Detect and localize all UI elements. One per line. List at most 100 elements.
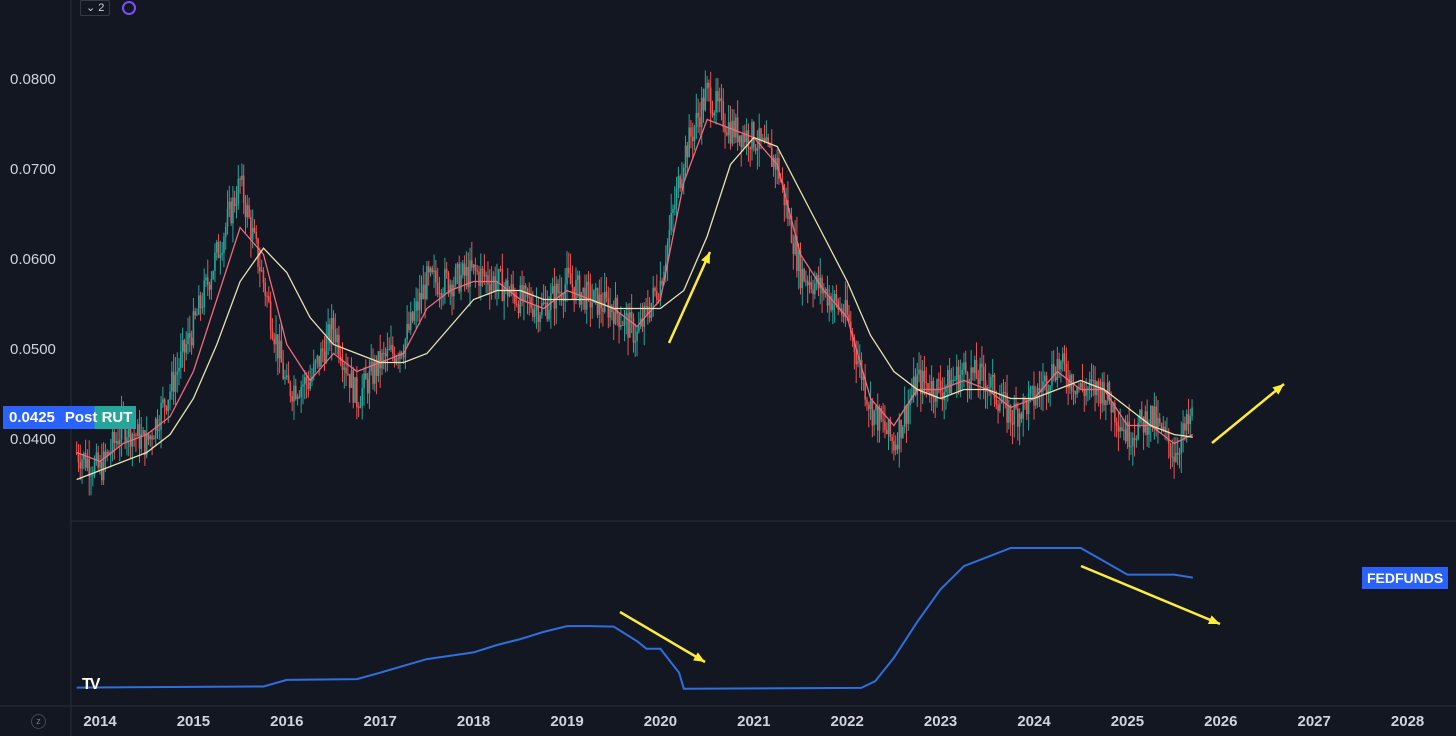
candle-body (664, 262, 667, 272)
candle-body (1128, 421, 1130, 448)
candle-body (492, 276, 495, 283)
candle-body (1038, 388, 1041, 391)
candle-body (1153, 406, 1156, 426)
candle-body (83, 453, 85, 460)
candle-body (237, 178, 240, 205)
candle-body (945, 386, 947, 392)
candle-body (1020, 413, 1023, 419)
candle-body (569, 273, 572, 284)
candle-body (1123, 429, 1125, 432)
candle-body (903, 405, 906, 428)
candle-body (453, 284, 455, 297)
candle-body (894, 444, 897, 451)
x-tick-label: 2020 (644, 713, 677, 730)
candle-body (246, 205, 249, 218)
candle-body (271, 330, 274, 339)
candle-body (832, 303, 834, 311)
candle-body (255, 231, 258, 239)
candle-body (955, 366, 958, 380)
candle-body (185, 344, 188, 353)
candle-body (871, 400, 874, 426)
price-label: 0.0425 Post RUT (3, 405, 137, 429)
candle-body (300, 386, 302, 397)
candle-body (406, 324, 408, 340)
collapse-button[interactable]: ⌄ 2 (80, 0, 111, 16)
candle-body (404, 339, 407, 358)
candle-body (241, 175, 243, 180)
candle-body (463, 263, 466, 276)
candle-body (462, 263, 464, 275)
candle-body (100, 461, 103, 481)
candle-body (699, 117, 701, 128)
candle-body (366, 379, 369, 394)
candle-body (208, 284, 211, 290)
candle-body (142, 430, 144, 435)
candle-body (623, 315, 626, 326)
candle-body (1090, 379, 1093, 382)
candle-body (964, 362, 967, 373)
candle-body (882, 419, 884, 421)
candle-body (329, 324, 331, 344)
candle-body (476, 270, 478, 272)
candle-body (269, 301, 272, 331)
candle-body (199, 295, 202, 308)
candle-body (742, 132, 744, 148)
candle-body (682, 167, 685, 180)
candle-body (224, 227, 227, 238)
candle-body (1175, 452, 1177, 462)
candle-body (411, 312, 414, 321)
timezone-icon[interactable]: z (31, 714, 46, 729)
moving-averages (76, 118, 1194, 481)
candle-body (118, 439, 121, 445)
candle-body (824, 288, 827, 291)
candle-body (673, 204, 676, 209)
candle-body (767, 137, 769, 144)
candle-body (201, 307, 204, 309)
candle-body (749, 147, 752, 150)
candle-body (429, 268, 432, 273)
candle-body (451, 284, 453, 297)
candle-body (921, 370, 924, 394)
candle-body (598, 294, 601, 315)
candle-body (938, 379, 940, 381)
candle-body (756, 148, 759, 151)
x-tick-label: 2015 (177, 713, 210, 730)
tradingview-logo-icon[interactable]: TV (82, 676, 101, 693)
cycle-icon[interactable] (122, 1, 137, 15)
candle-body (1024, 397, 1026, 401)
candle-body (801, 268, 804, 289)
candle-body (666, 242, 669, 263)
candle-body (1049, 385, 1051, 391)
candle-body (948, 369, 951, 394)
candle-body (702, 97, 705, 111)
candle-body (616, 297, 619, 314)
candle-body (223, 237, 225, 253)
candle-body (309, 381, 311, 389)
candle-body (1094, 380, 1096, 396)
candle-body (1124, 429, 1127, 442)
candle-body (345, 367, 347, 374)
candle-body (393, 353, 396, 363)
candle-body (343, 367, 346, 370)
candle-body (846, 299, 848, 315)
candle-body (499, 269, 502, 271)
candle-body (494, 276, 496, 292)
candle-body (1178, 453, 1181, 455)
candle-body (264, 282, 267, 296)
candle-body (399, 352, 401, 360)
candle-body (196, 314, 198, 316)
candle-body (641, 318, 644, 327)
candle-body (898, 419, 901, 450)
candle-body (869, 400, 872, 410)
candle-body (217, 241, 220, 258)
candle-body (959, 374, 962, 391)
candle-body (1043, 375, 1046, 382)
candle-body (796, 236, 798, 271)
candle-body (580, 292, 583, 305)
candle-body (1103, 381, 1105, 406)
candle-body (866, 399, 868, 405)
yellow-arrow (1211, 383, 1285, 444)
candle-body (896, 444, 899, 450)
candle-body (747, 130, 750, 148)
